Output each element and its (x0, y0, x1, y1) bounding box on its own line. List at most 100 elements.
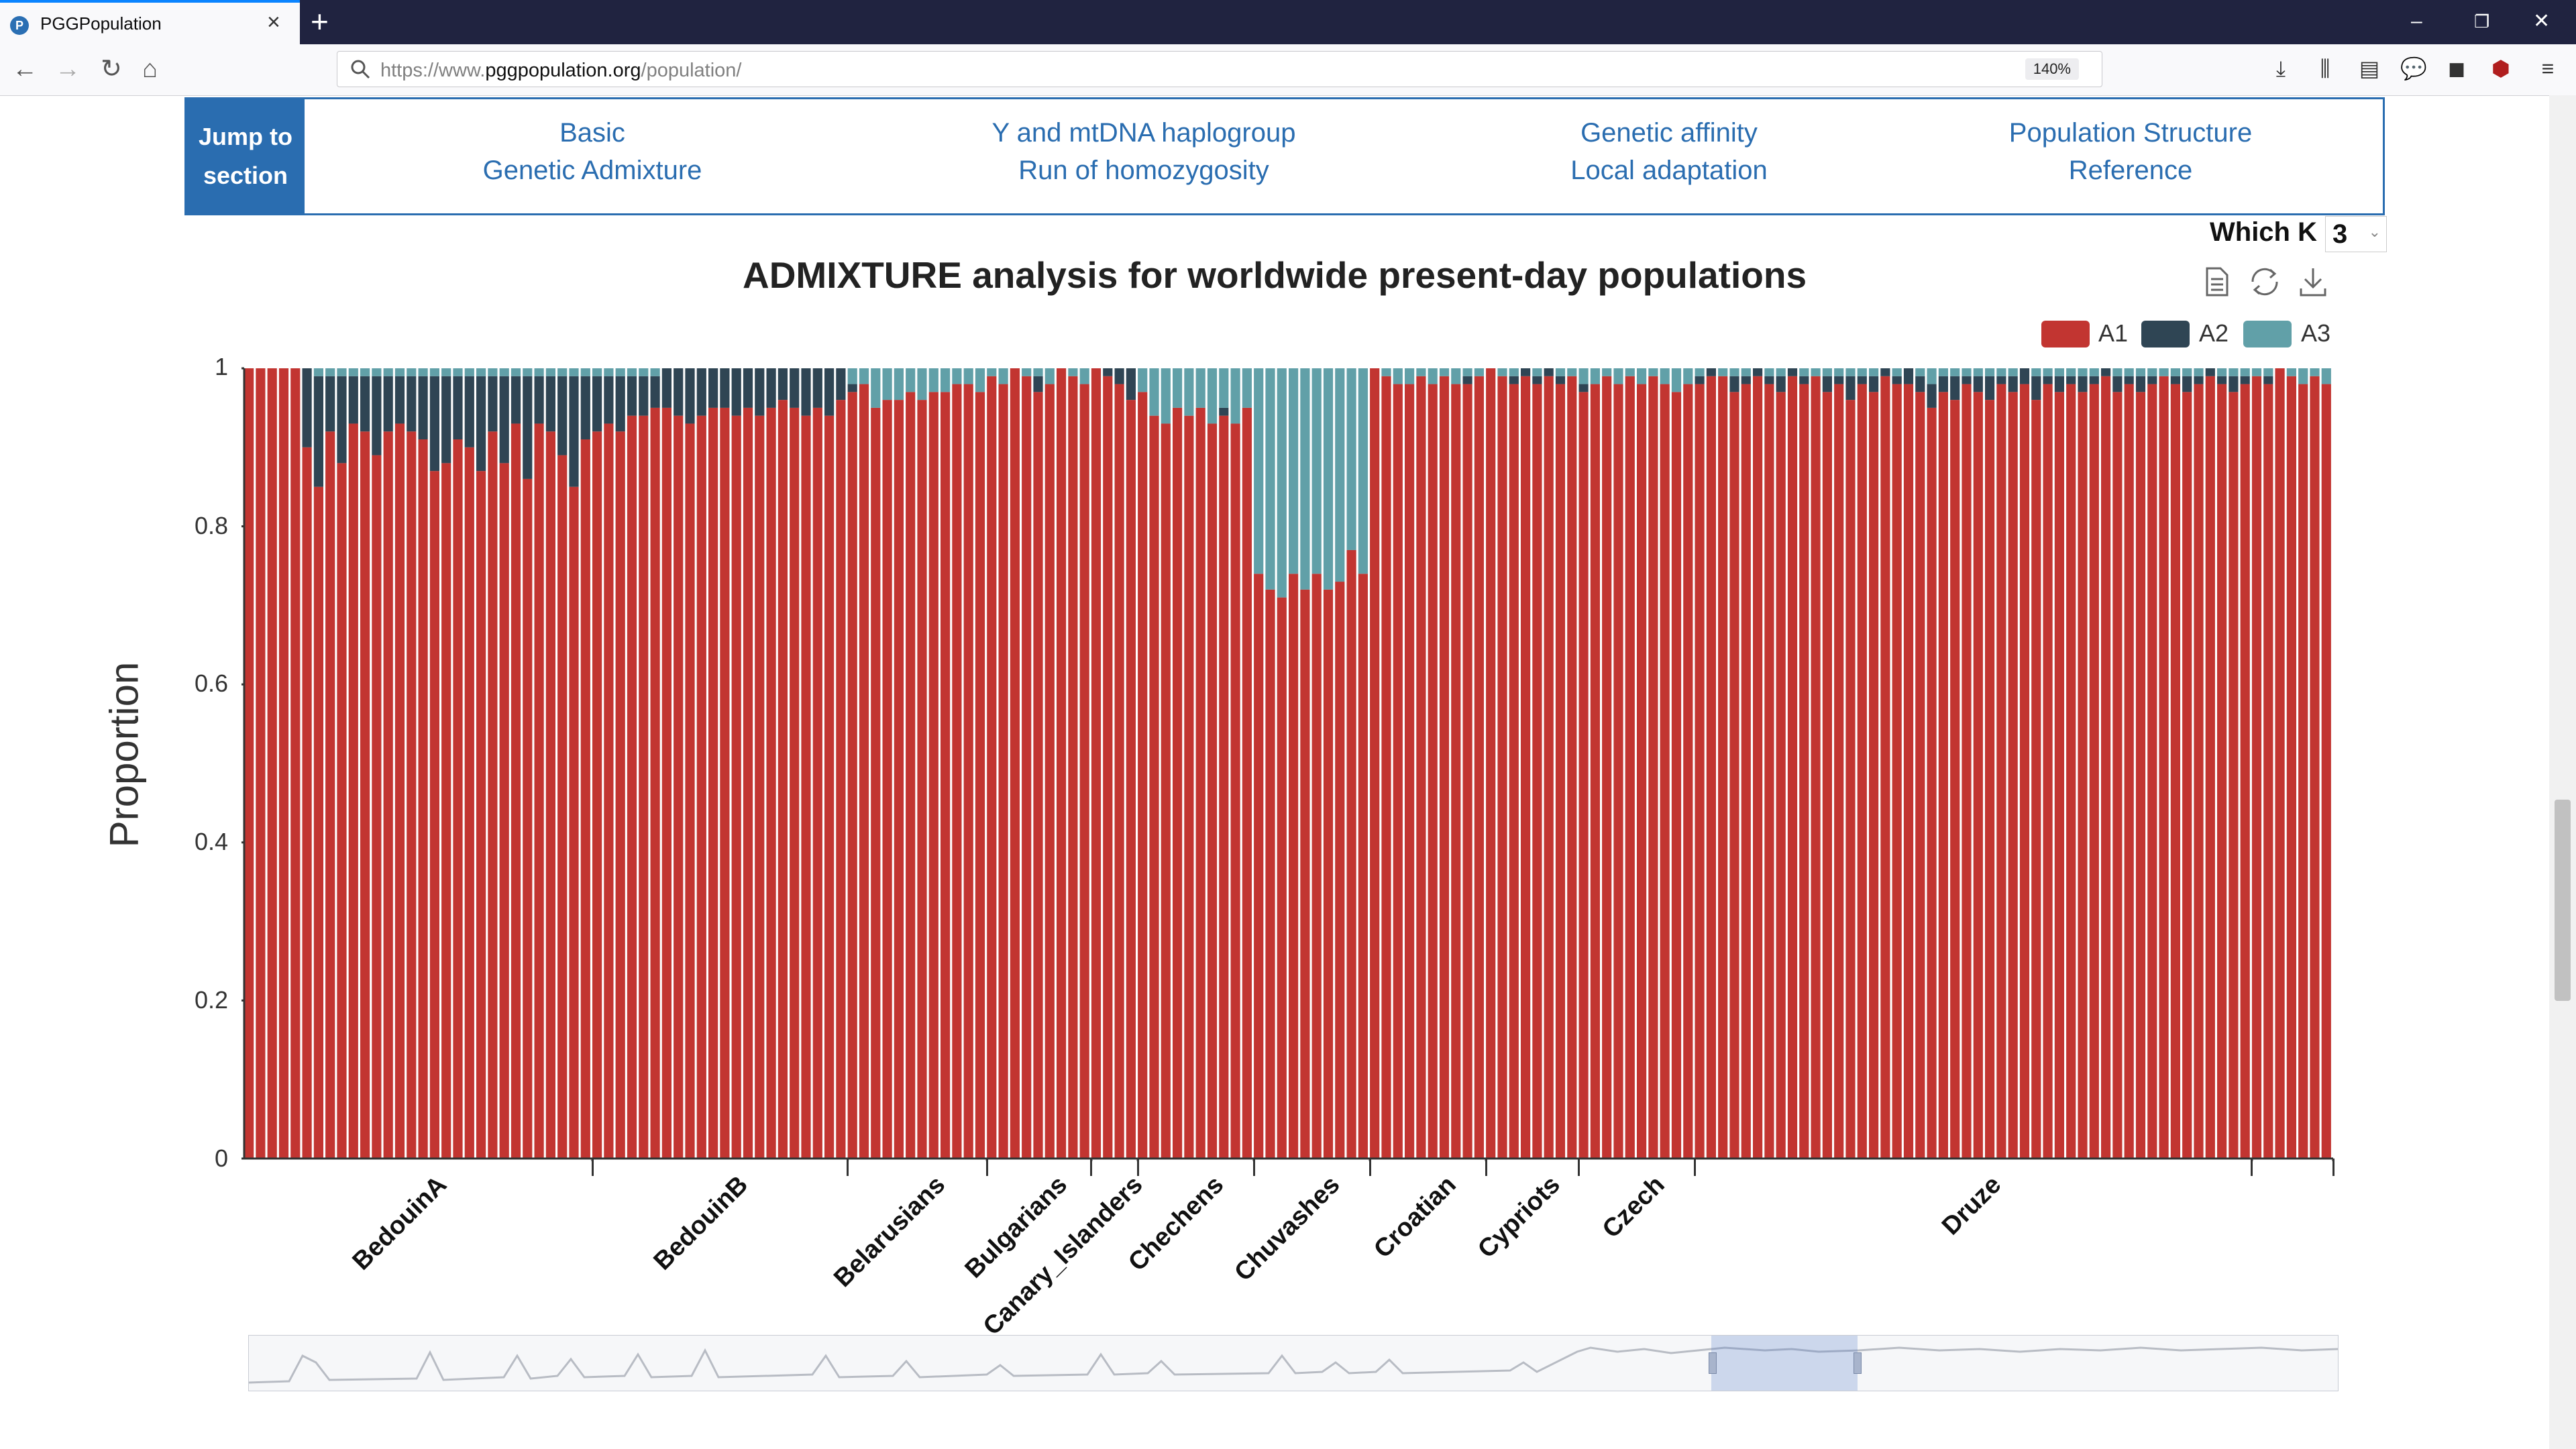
reload-icon[interactable]: ↻ (101, 55, 122, 83)
bar-segment-a1[interactable] (2147, 384, 2157, 1159)
bar-segment-a1[interactable] (557, 455, 568, 1159)
bar-segment-a1[interactable] (847, 392, 857, 1159)
bar-segment-a1[interactable] (418, 439, 428, 1159)
bar-segment-a3[interactable] (1962, 368, 1972, 376)
bar-segment-a1[interactable] (1184, 415, 1194, 1159)
bar-segment-a1[interactable] (1381, 376, 1391, 1159)
bar-segment-a3[interactable] (1857, 368, 1867, 376)
bar-segment-a1[interactable] (2217, 384, 2227, 1159)
bar-segment-a2[interactable] (407, 376, 417, 432)
bar-segment-a2[interactable] (661, 368, 672, 408)
bar-segment-a1[interactable] (627, 415, 637, 1159)
bar-segment-a2[interactable] (1845, 376, 1856, 400)
ublock-icon[interactable]: ⬢ (2491, 56, 2510, 80)
bar-segment-a2[interactable] (2066, 376, 2076, 384)
bar-segment-a3[interactable] (882, 368, 892, 400)
download-icon[interactable]: ⤓ (2275, 56, 2286, 80)
bar-segment-a2[interactable] (476, 376, 486, 472)
bar-segment-a3[interactable] (441, 368, 451, 376)
bar-segment-a1[interactable] (743, 407, 753, 1159)
bar-segment-a3[interactable] (1033, 368, 1043, 376)
bar-segment-a1[interactable] (1892, 384, 1902, 1159)
bar-segment-a3[interactable] (1254, 368, 1264, 574)
bar-segment-a3[interactable] (394, 368, 405, 376)
bar-segment-a3[interactable] (1834, 368, 1844, 376)
bar-segment-a1[interactable] (2182, 392, 2192, 1159)
bar-segment-a3[interactable] (523, 368, 533, 376)
bar-segment-a1[interactable] (1764, 384, 1774, 1159)
bar-segment-a3[interactable] (1207, 368, 1218, 424)
bar-segment-a1[interactable] (1010, 368, 1020, 1159)
bar-segment-a3[interactable] (1497, 368, 1507, 376)
bar-segment-a2[interactable] (488, 376, 498, 432)
bar-segment-a2[interactable] (1985, 376, 1995, 400)
bar-segment-a3[interactable] (348, 368, 358, 376)
bar-segment-a1[interactable] (1962, 384, 1972, 1159)
bar-segment-a3[interactable] (859, 368, 869, 384)
bar-segment-a1[interactable] (824, 415, 835, 1159)
bar-segment-a2[interactable] (2194, 376, 2204, 384)
bar-segment-a2[interactable] (615, 376, 625, 432)
bar-segment-a3[interactable] (2229, 368, 2239, 376)
bar-segment-a1[interactable] (1613, 384, 1623, 1159)
bar-segment-a3[interactable] (1462, 368, 1472, 376)
bar-segment-a1[interactable] (2321, 384, 2331, 1159)
bar-segment-a2[interactable] (1741, 376, 1751, 384)
bar-segment-a2[interactable] (650, 376, 660, 408)
bar-segment-a3[interactable] (1161, 368, 1171, 424)
bar-segment-a3[interactable] (1799, 368, 1809, 376)
bar-segment-a2[interactable] (1555, 376, 1566, 384)
bar-segment-a3[interactable] (1729, 368, 1739, 376)
bar-segment-a1[interactable] (2078, 392, 2088, 1159)
bar-segment-a1[interactable] (1126, 400, 1136, 1159)
bar-segment-a1[interactable] (812, 407, 822, 1159)
bar-segment-a3[interactable] (2310, 368, 2320, 376)
bar-segment-a3[interactable] (1358, 368, 1368, 574)
bar-segment-a3[interactable] (952, 368, 962, 384)
bar-segment-a1[interactable] (917, 400, 927, 1159)
bar-segment-a1[interactable] (1462, 384, 1472, 1159)
bar-segment-a2[interactable] (523, 376, 533, 479)
bar-segment-a3[interactable] (545, 368, 555, 376)
bar-segment-a3[interactable] (1195, 368, 1205, 408)
bar-segment-a3[interactable] (1346, 368, 1356, 550)
bar-segment-a1[interactable] (360, 431, 370, 1159)
bar-segment-a2[interactable] (453, 376, 463, 440)
bar-segment-a1[interactable] (1149, 415, 1159, 1159)
bar-segment-a2[interactable] (777, 368, 788, 400)
bar-segment-a1[interactable] (1903, 384, 1914, 1159)
bar-segment-a1[interactable] (2310, 376, 2320, 1159)
bar-segment-a2[interactable] (1033, 376, 1043, 392)
bar-segment-a2[interactable] (1776, 376, 1786, 392)
zoom-level-badge[interactable]: 140% (2025, 58, 2079, 80)
bar-segment-a3[interactable] (2124, 368, 2134, 376)
bar-segment-a2[interactable] (592, 376, 602, 432)
bar-segment-a2[interactable] (569, 376, 579, 487)
bar-segment-a1[interactable] (963, 384, 973, 1159)
bar-segment-a3[interactable] (1265, 368, 1275, 590)
bar-segment-a2[interactable] (627, 376, 637, 416)
url-bar[interactable]: https://www.pggpopulation.org/population… (337, 51, 2102, 87)
bar-segment-a1[interactable] (2101, 376, 2111, 1159)
bar-segment-a3[interactable] (2298, 368, 2308, 384)
legend-label-a3[interactable]: A3 (2301, 319, 2331, 347)
bar-segment-a2[interactable] (2078, 376, 2088, 392)
bar-segment-a3[interactable] (1776, 368, 1786, 376)
bar-segment-a1[interactable] (1254, 574, 1264, 1159)
bar-segment-a3[interactable] (1474, 368, 1484, 376)
jump-link-genetic-admixture[interactable]: Genetic Admixture (482, 156, 702, 185)
bar-segment-a1[interactable] (580, 439, 590, 1159)
bar-segment-a1[interactable] (1044, 384, 1055, 1159)
bar-segment-a1[interactable] (1880, 376, 1890, 1159)
bar-segment-a1[interactable] (1521, 376, 1531, 1159)
bar-segment-a2[interactable] (2135, 376, 2146, 392)
bar-segment-a1[interactable] (836, 400, 846, 1159)
bar-segment-a1[interactable] (1114, 384, 1124, 1159)
bar-segment-a1[interactable] (1416, 376, 1426, 1159)
bar-segment-a2[interactable] (2101, 368, 2111, 376)
bar-segment-a2[interactable] (1787, 368, 1798, 376)
bar-segment-a1[interactable] (696, 415, 706, 1159)
bar-segment-a1[interactable] (1973, 392, 1983, 1159)
bar-segment-a1[interactable] (1277, 597, 1287, 1159)
browser-tab[interactable]: P PGGPopulation × (0, 0, 300, 44)
